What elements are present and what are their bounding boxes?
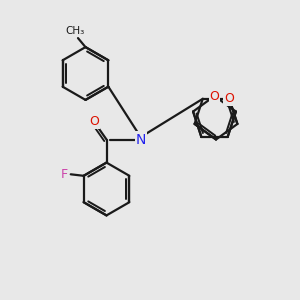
- Text: F: F: [61, 168, 68, 181]
- Text: N: N: [136, 133, 146, 146]
- Text: O: O: [210, 89, 219, 103]
- Text: O: O: [89, 115, 99, 128]
- Text: CH₃: CH₃: [65, 26, 85, 36]
- Text: O: O: [224, 92, 234, 105]
